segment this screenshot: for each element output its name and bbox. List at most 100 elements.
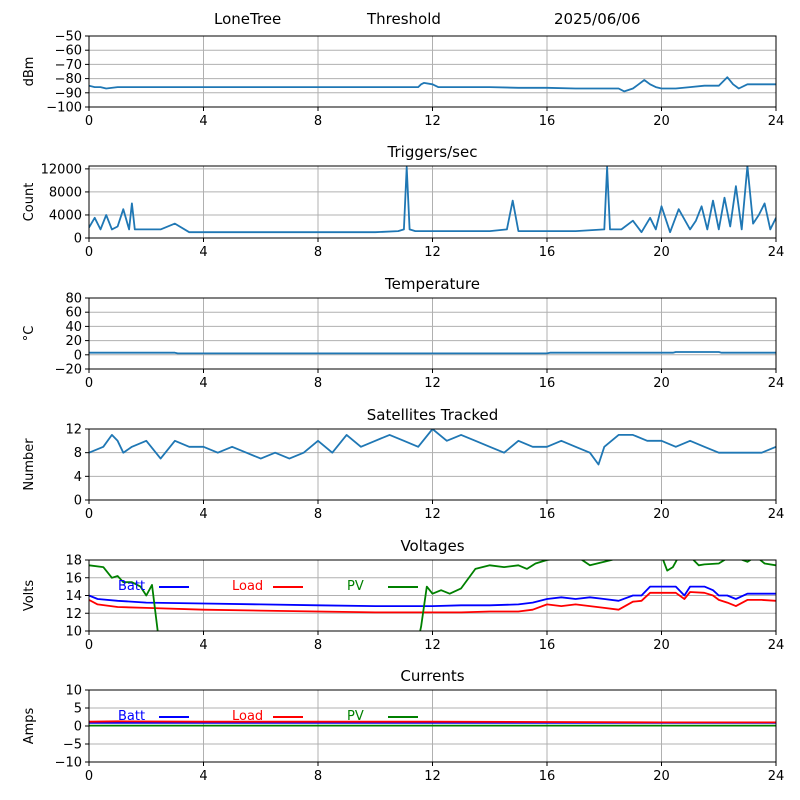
series-line-load: [89, 591, 776, 614]
x-tick-label: 12: [424, 245, 441, 260]
y-tick-label: 0: [74, 494, 82, 509]
panel-satellites: 0 4 8 12 16 20 24 0 4 8 12 Satellites Tracked Number: [22, 406, 784, 522]
x-tick-label: 12: [424, 769, 441, 784]
series-line-0: [89, 351, 776, 355]
y-axis-label: Amps: [22, 707, 37, 744]
y-tick-label: 12: [65, 607, 82, 622]
legend-label-pv: PV: [347, 579, 364, 594]
y-tick-label: 10: [65, 684, 82, 699]
x-tick-label: 0: [85, 507, 93, 522]
mode-title: Threshold: [367, 10, 441, 28]
legend-label-batt: Batt: [118, 579, 145, 594]
y-tick-label: 60: [65, 306, 82, 321]
y-tick-label: 80: [65, 292, 82, 307]
x-tick-label: 8: [314, 507, 322, 522]
x-tick-label: 4: [199, 376, 207, 391]
y-tick-label: 12: [65, 423, 82, 438]
y-axis-label: Number: [22, 438, 37, 491]
y-tick-label: 8: [74, 446, 82, 461]
panel-triggers: 0 4 8 12 16 20 24 0 4000 8000 12000 Triggers/sec Cou…: [22, 143, 784, 260]
series-line-pv: [89, 560, 776, 631]
legend-label-load: Load: [232, 709, 263, 724]
x-tick-label: 20: [653, 638, 670, 653]
x-tick-label: 20: [653, 114, 670, 129]
x-tick-label: 12: [424, 507, 441, 522]
x-tick-label: 8: [314, 245, 322, 260]
y-tick-label: 4000: [49, 208, 82, 223]
y-axis-label: dBm: [22, 57, 37, 87]
x-tick-label: 4: [199, 638, 207, 653]
y-tick-label: 18: [65, 554, 82, 569]
x-tick-label: 20: [653, 376, 670, 391]
x-tick-label: 4: [199, 507, 207, 522]
panel-currents: 0 4 8 12 16 20 24 −10 −5 0 5 10 Currents Amps Batt Load…: [22, 667, 784, 784]
series-line-0: [89, 166, 776, 234]
x-tick-label: 0: [85, 638, 93, 653]
legend-label-load: Load: [232, 579, 263, 594]
x-tick-label: 24: [768, 638, 785, 653]
y-tick-label: −10: [55, 756, 82, 771]
panel-title: Voltages: [400, 537, 464, 555]
legend-label-batt: Batt: [118, 709, 145, 724]
y-tick-label: −90: [55, 86, 82, 101]
x-tick-label: 20: [653, 245, 670, 260]
x-tick-label: 0: [85, 769, 93, 784]
series-line-0: [89, 76, 776, 93]
x-tick-label: 16: [539, 245, 556, 260]
x-tick-label: 0: [85, 114, 93, 129]
x-tick-label: 0: [85, 245, 93, 260]
series-line-load: [89, 720, 776, 724]
x-tick-label: 20: [653, 507, 670, 522]
y-axis-label: °C: [22, 326, 37, 342]
y-tick-label: 0: [74, 348, 82, 363]
y-axis-label: Volts: [22, 580, 37, 612]
x-tick-label: 4: [199, 245, 207, 260]
x-tick-label: 16: [539, 769, 556, 784]
x-tick-label: 16: [539, 638, 556, 653]
x-tick-label: 24: [768, 245, 785, 260]
x-tick-label: 16: [539, 114, 556, 129]
y-tick-label: −70: [55, 58, 82, 73]
x-tick-label: 24: [768, 769, 785, 784]
panel-voltages: 0 4 8 12 16 20 24 10 12 14 16 18 Voltages Volts Batt Lo…: [22, 537, 784, 653]
y-tick-label: −20: [55, 363, 82, 378]
x-tick-label: 12: [424, 638, 441, 653]
y-tick-label: 16: [65, 571, 82, 586]
legend-label-pv: PV: [347, 709, 364, 724]
panel-signal: 0 4 8 12 16 20 24 −100−90−80−70−60−50 dBm: [22, 30, 784, 130]
y-tick-label: −5: [63, 738, 82, 753]
x-tick-label: 12: [424, 114, 441, 129]
y-tick-label: −100: [46, 101, 82, 116]
y-tick-label: 0: [74, 720, 82, 735]
y-tick-label: −80: [55, 72, 82, 87]
panel-title: Triggers/sec: [387, 143, 478, 161]
x-tick-label: 0: [85, 376, 93, 391]
y-tick-label: 10: [65, 625, 82, 640]
x-tick-label: 24: [768, 376, 785, 391]
y-tick-label: 12000: [41, 162, 82, 177]
y-tick-label: 5: [74, 702, 82, 717]
y-tick-label: 40: [65, 320, 82, 335]
x-tick-label: 24: [768, 507, 785, 522]
x-tick-label: 24: [768, 114, 785, 129]
y-tick-label: 0: [74, 232, 82, 247]
date-title: 2025/06/06: [554, 10, 641, 28]
site-title: LoneTree: [214, 10, 282, 28]
x-tick-label: 8: [314, 376, 322, 391]
x-tick-label: 16: [539, 376, 556, 391]
x-tick-label: 8: [314, 769, 322, 784]
x-tick-label: 4: [199, 769, 207, 784]
panel-title: Currents: [400, 667, 464, 685]
y-axis-label: Count: [22, 183, 37, 222]
x-tick-label: 12: [424, 376, 441, 391]
x-tick-label: 8: [314, 638, 322, 653]
y-tick-label: 8000: [49, 185, 82, 200]
series-line-batt: [89, 585, 776, 607]
x-tick-label: 4: [199, 114, 207, 129]
x-tick-label: 16: [539, 507, 556, 522]
y-tick-label: 14: [65, 589, 82, 604]
y-tick-label: 4: [74, 470, 82, 485]
